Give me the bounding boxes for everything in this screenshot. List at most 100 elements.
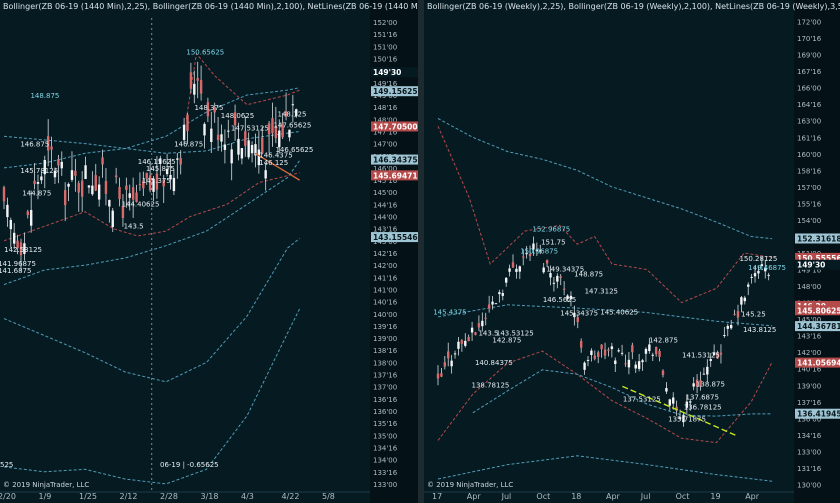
- candle-body: [487, 304, 491, 309]
- y-tick-label: 138'00: [373, 359, 397, 367]
- candle-body: [658, 351, 661, 357]
- price-label-bg: [371, 121, 418, 132]
- candle-body: [142, 180, 145, 189]
- price-annotation: 148.875: [574, 270, 603, 278]
- y-tick-label: 134'00: [373, 457, 397, 465]
- candle-body: [610, 346, 614, 350]
- candle-body: [131, 187, 135, 200]
- y-tick-label: 143'16: [797, 333, 822, 341]
- y-tick-label: 142'00: [797, 349, 821, 357]
- price-annotation: 141.6875: [0, 267, 31, 275]
- candle-body: [43, 159, 46, 175]
- candle-body: [23, 243, 26, 254]
- candle-body: [501, 293, 504, 296]
- pane-divider[interactable]: [418, 0, 424, 503]
- candle-body: [40, 176, 43, 181]
- bollinger-band: [437, 455, 773, 482]
- candle-body: [590, 350, 593, 355]
- candle-body: [474, 332, 477, 335]
- y-tick-label: 164'16: [797, 101, 822, 109]
- candle-body: [579, 340, 583, 348]
- candle-body: [467, 337, 470, 342]
- candle-body: [760, 264, 764, 267]
- price-label: 144.36781: [797, 322, 840, 331]
- candle-body: [80, 180, 84, 197]
- x-tick-label: 5/8: [322, 492, 335, 501]
- price-label-bg: [795, 408, 840, 419]
- candle-body: [716, 352, 719, 359]
- weekly-chart-pane[interactable]: 172'00 170'16 169'00 167'16 166'00 164'16 163'…: [424, 0, 840, 503]
- y-tick-label: 138'16: [373, 347, 398, 355]
- candle-body: [284, 111, 288, 117]
- price-label: 145.80625: [797, 306, 840, 315]
- price-annotation: 136.78125: [684, 404, 722, 412]
- daily-chart-svg[interactable]: 152'00151'16151'00150'16150'00149'16149'…: [0, 0, 418, 503]
- candle-body: [767, 274, 770, 276]
- candle-body: [481, 320, 484, 327]
- candle-body: [179, 158, 182, 165]
- price-label-bg: [371, 67, 418, 78]
- price-annotation: 144.40625: [122, 201, 160, 209]
- daily-chart-pane[interactable]: 152'00151'16151'00150'16150'00149'16149'…: [0, 0, 418, 503]
- price-annotation: 144.875: [22, 189, 51, 197]
- y-tick-label: 134'16: [373, 444, 398, 452]
- candle-body: [186, 114, 189, 132]
- price-label-bg: [795, 252, 840, 263]
- y-tick-label: 143'16: [373, 226, 398, 234]
- y-tick-label: 137'16: [373, 372, 398, 380]
- candle-body: [511, 262, 515, 268]
- candle-body: [470, 327, 474, 333]
- candle-body: [206, 102, 210, 117]
- candle-body: [624, 363, 627, 365]
- price-annotation: 150.65625: [186, 49, 224, 57]
- candle-body: [230, 149, 233, 164]
- candle-body: [220, 134, 223, 142]
- price-annotation: 141.53125: [682, 351, 720, 359]
- price-annotation: 142.875: [649, 337, 678, 345]
- price-annotation: 146.65625: [275, 146, 313, 154]
- candle-body: [457, 341, 460, 349]
- weekly-chart-svg[interactable]: 172'00 170'16 169'00 167'16 166'00 164'16 163'…: [424, 0, 840, 503]
- candle-body: [213, 107, 216, 113]
- candle-body: [128, 193, 131, 198]
- price-label-bg: [795, 233, 840, 244]
- candle-body: [216, 134, 220, 141]
- candle-body: [617, 350, 620, 352]
- candle-body: [528, 253, 532, 257]
- price-annotation: 145.375: [142, 177, 171, 185]
- candle-body: [576, 317, 579, 323]
- candle-body: [743, 297, 747, 302]
- y-tick-label: 134'16: [797, 432, 822, 440]
- candle-body: [675, 406, 678, 411]
- x-tick-label: Oct: [536, 492, 550, 501]
- candle-body: [498, 292, 501, 295]
- candle-body: [6, 204, 9, 218]
- candle-body: [196, 78, 199, 81]
- candle-body: [46, 136, 50, 151]
- candle-body: [87, 185, 91, 188]
- candle-body: [111, 210, 114, 227]
- candle-body: [447, 351, 450, 359]
- price-annotation: 143.8125: [743, 326, 776, 334]
- candle-body: [620, 352, 624, 354]
- price-annotation: 146.5625: [543, 296, 576, 304]
- candle-body: [63, 190, 67, 206]
- price-annotation: 138.78125: [472, 382, 510, 390]
- candle-body: [641, 360, 644, 363]
- candle-body: [436, 373, 440, 379]
- candle-body: [450, 360, 453, 367]
- candle-body: [53, 170, 57, 178]
- candle-body: [261, 137, 264, 154]
- y-tick-label: 140'16: [797, 366, 822, 374]
- candle-body: [549, 273, 552, 278]
- x-tick-label: Jul: [501, 492, 512, 501]
- candle-body: [97, 184, 101, 200]
- candle-body: [281, 123, 284, 138]
- y-tick-label: 170'16: [797, 35, 822, 43]
- candle-body: [210, 128, 213, 142]
- price-annotation: 151.75: [541, 239, 566, 247]
- y-tick-label: 140'16: [373, 299, 398, 307]
- candle-body: [453, 353, 457, 355]
- candle-body: [278, 130, 281, 148]
- candle-body: [515, 268, 518, 272]
